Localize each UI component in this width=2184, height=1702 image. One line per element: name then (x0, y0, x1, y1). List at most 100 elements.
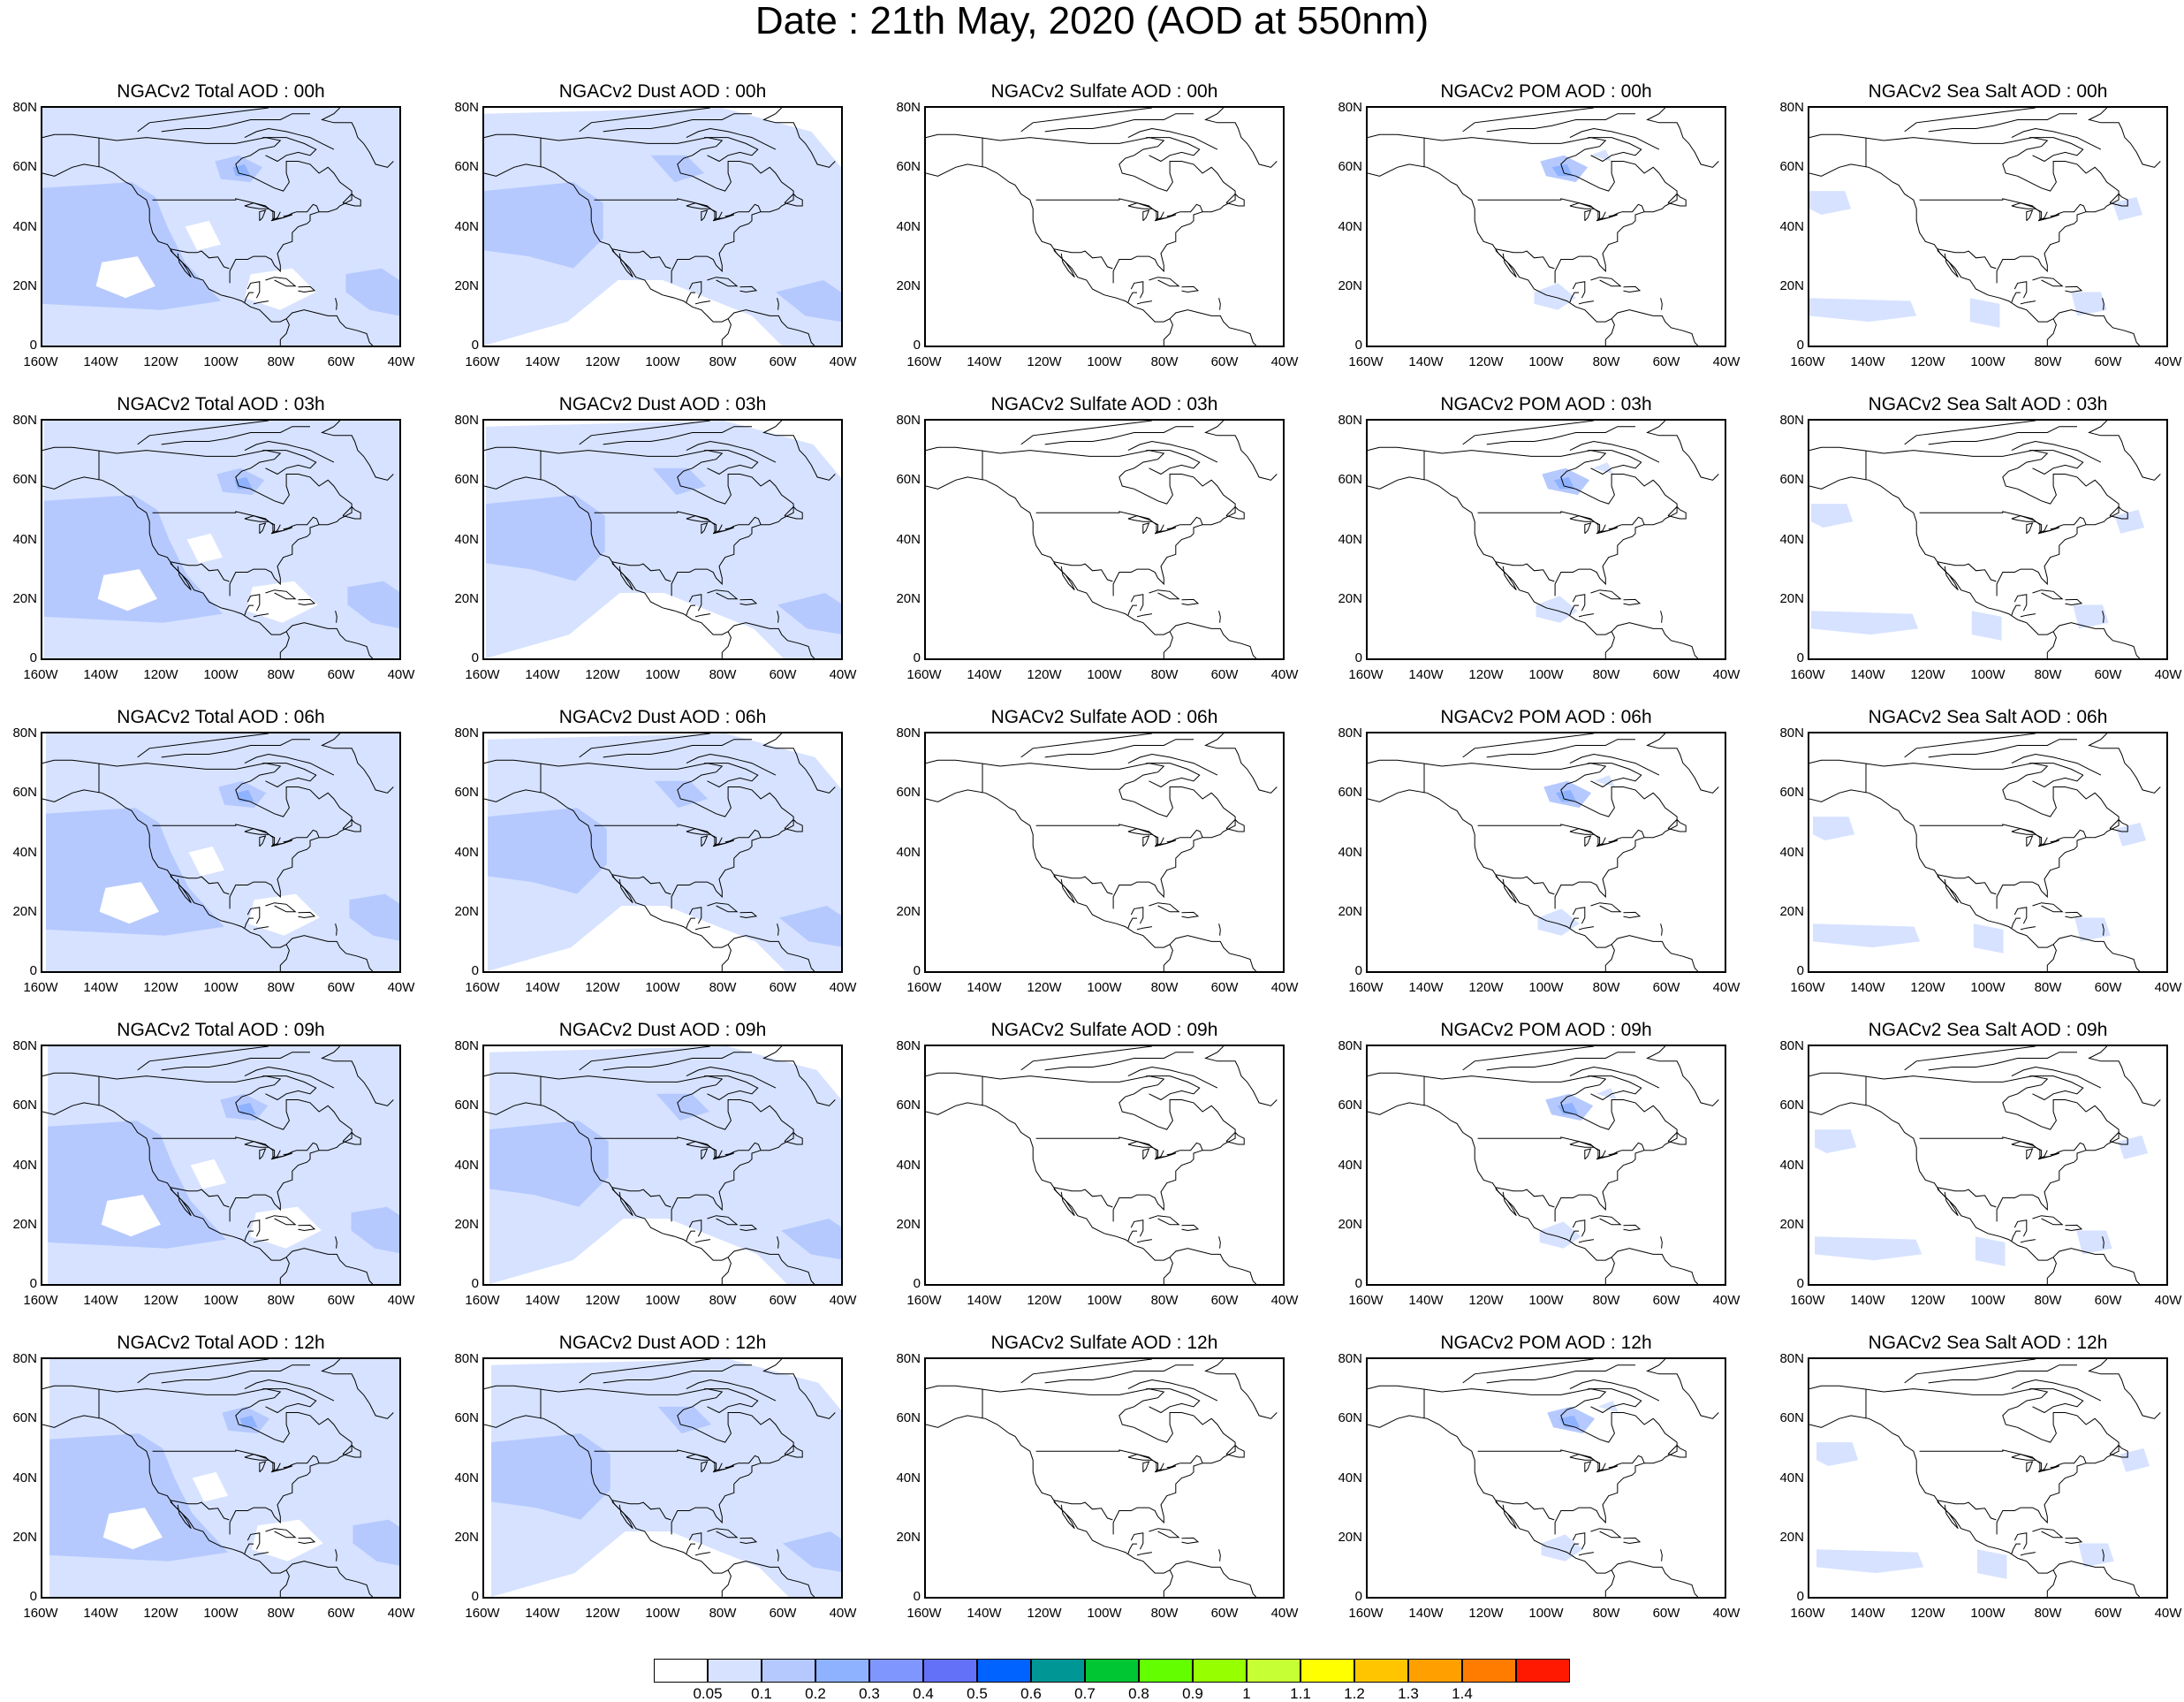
aod-field-dust (484, 1046, 841, 1284)
map-panel-pom-4: NGACv2 POM AOD : 12h 80N 60N 40N 20N 0 160W 140… (1325, 1333, 1767, 1645)
aod-patch (657, 1406, 712, 1434)
coastline (686, 1379, 777, 1402)
coastline (784, 193, 803, 207)
aod-patch (1815, 1129, 1857, 1153)
coastline (170, 1501, 192, 1530)
lat-tick-label: 60N (454, 785, 479, 801)
coastline (686, 604, 695, 616)
coastline (1020, 1046, 1152, 1071)
coastline (1225, 1131, 1245, 1145)
lon-tick-label: 40W (1712, 980, 1740, 995)
coastline (1578, 613, 1594, 618)
aod-field-total (42, 108, 399, 346)
lon-tick-label: 80W (2034, 354, 2062, 369)
aod-shading (1815, 1129, 2149, 1266)
coastline (784, 818, 803, 832)
coastline (170, 248, 230, 270)
colorbar-label: 1.3 (1398, 1685, 1419, 1702)
coastline (727, 1561, 815, 1597)
lon-tick-label: 60W (2094, 354, 2122, 369)
coastline (1569, 127, 1660, 150)
lon-tick-label: 60W (327, 1293, 355, 1308)
lon-tick-label: 40W (2154, 354, 2182, 369)
lon-tick-label: 100W (203, 1606, 239, 1621)
coastline (1919, 824, 2087, 846)
coastline (1486, 1052, 1635, 1071)
lat-tick-label: 0 (29, 1589, 37, 1604)
coastline (1477, 824, 1645, 846)
coastline (1035, 198, 1203, 220)
lat-tick-label: 60N (12, 785, 37, 801)
coastline (1904, 733, 2036, 758)
lon-tick-label: 120W (1468, 1293, 1504, 1308)
aod-patch (349, 893, 399, 941)
aod-patch (2112, 196, 2143, 221)
colorbar-label: 0.3 (859, 1685, 880, 1702)
panel-title: NGACv2 Total AOD : 06h (117, 707, 325, 727)
coastline (2088, 733, 2161, 794)
aod-shading (488, 733, 841, 971)
lon-tick-label: 140W (1408, 980, 1444, 995)
coastline (1462, 108, 1594, 133)
coastline (2020, 613, 2036, 618)
coastline (2011, 127, 2102, 150)
coastline (1477, 511, 1645, 533)
coastline (137, 733, 269, 758)
map-frame (1366, 419, 1726, 660)
coastlines (1368, 108, 1719, 346)
lon-tick-label: 160W (1790, 980, 1825, 995)
colorbar-swatch (1408, 1659, 1462, 1683)
colorbar-swatch (1247, 1659, 1301, 1683)
coastline (2011, 917, 2021, 929)
coastline (335, 923, 337, 936)
coastline (262, 1388, 317, 1414)
coastline (259, 1148, 267, 1160)
aod-shading (1813, 817, 2147, 954)
coastline (1584, 835, 1592, 847)
lat-tick-label: 20N (1779, 277, 1804, 293)
coastline (611, 876, 633, 904)
lon-tick-label: 60W (1210, 667, 1239, 682)
map-panel-total-4: NGACv2 Total AOD : 12h 80N 60N 40N 20N 0 160W 1… (0, 1333, 442, 1645)
aod-patch (232, 163, 251, 177)
coastline (2102, 1549, 2104, 1561)
lat-tick-label: 0 (1796, 338, 1804, 353)
coastline (298, 911, 316, 919)
coastline (1462, 733, 1594, 758)
map-panel-total-0: NGACv2 Total AOD : 00h 80N 60N 40N 20N 0 160W 1… (0, 81, 442, 394)
lat-tick-label: 80N (454, 413, 479, 428)
lon-tick-label: 40W (829, 1293, 857, 1308)
lon-tick-label: 100W (1970, 1293, 2006, 1308)
colorbar-swatch (654, 1659, 708, 1683)
lon-tick-label: 160W (465, 1606, 500, 1621)
coastline (926, 1385, 1236, 1535)
lon-tick-label: 60W (1652, 980, 1680, 995)
coastline (2029, 763, 2084, 788)
coastline (1667, 818, 1687, 832)
lat-tick-label: 20N (12, 277, 37, 293)
lon-tick-label: 160W (1790, 1606, 1825, 1621)
coastline (1136, 613, 1152, 618)
aod-field-total (42, 1359, 399, 1597)
coastline (1646, 1359, 1719, 1419)
coastline (611, 1189, 633, 1217)
coastline (1149, 1215, 1180, 1226)
panel-title: NGACv2 Sea Salt AOD : 09h (1868, 1020, 2108, 1040)
lat-tick-label: 40N (454, 531, 479, 547)
lat-tick-label: 40N (896, 844, 921, 860)
lon-tick-label: 140W (1850, 667, 1885, 682)
lat-tick-label: 0 (1354, 963, 1362, 978)
colorbar-label: 0.6 (1020, 1685, 1042, 1702)
lon-tick-label: 100W (203, 980, 239, 995)
coastline (1495, 1187, 1555, 1208)
lon-tick-label: 80W (1150, 354, 1179, 369)
coastline (2046, 318, 2057, 346)
aod-patch (248, 893, 320, 936)
coastline (1588, 763, 1642, 788)
coastline (1368, 1415, 1612, 1574)
lon-tick-label: 120W (1910, 980, 1945, 995)
lat-tick-label: 60N (1338, 159, 1362, 175)
aod-patch (1809, 191, 1852, 215)
coastline (1604, 631, 1615, 658)
coastline (1572, 907, 1586, 924)
